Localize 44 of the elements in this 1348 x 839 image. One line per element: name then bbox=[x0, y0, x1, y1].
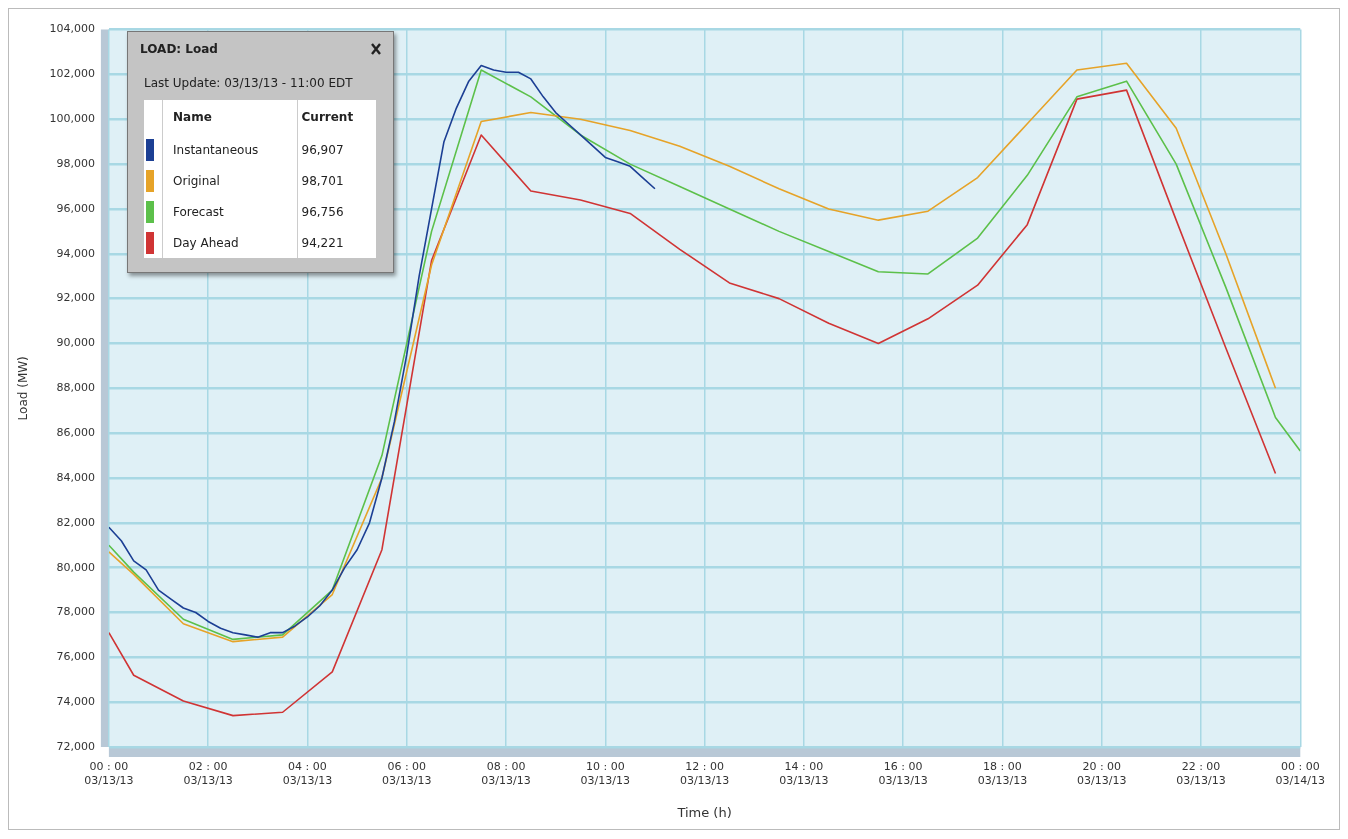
y-tick-label: 76,000 bbox=[56, 650, 95, 664]
x-tick-label: 10 : 00 03/13/13 bbox=[580, 760, 631, 787]
legend-label: Original bbox=[162, 165, 298, 196]
x-tick-label: 16 : 00 03/13/13 bbox=[878, 760, 928, 787]
y-tick-label: 96,000 bbox=[56, 201, 95, 215]
y-tick-label: 100,000 bbox=[49, 112, 95, 126]
y-tick-label: 104,000 bbox=[49, 22, 95, 36]
annotation: 96,907 bbox=[300, 141, 345, 159]
y-tick-label: 82,000 bbox=[56, 515, 95, 529]
legend-label: Forecast bbox=[162, 196, 298, 227]
y-tick-label: 80,000 bbox=[56, 560, 95, 574]
y-tick-label: 88,000 bbox=[56, 381, 95, 395]
annotation: Last Update: 03/13/13 - 11:00 EDT bbox=[143, 75, 354, 92]
x-axis-title: Time (h) bbox=[676, 804, 732, 820]
annotation: 98,701 bbox=[300, 172, 345, 190]
x-tick-label: 18 : 00 03/13/13 bbox=[977, 760, 1028, 787]
y-tick-label: 92,000 bbox=[56, 291, 95, 305]
legend-label: Day Ahead bbox=[162, 227, 298, 258]
y-tick-label: 94,000 bbox=[56, 246, 95, 260]
x-tick-label: 22 : 00 03/13/13 bbox=[1176, 760, 1226, 787]
y-tick-label: 74,000 bbox=[56, 695, 95, 709]
y-tick-label: 98,000 bbox=[56, 156, 95, 170]
y-tick-label: 78,000 bbox=[56, 605, 95, 619]
y-tick-label: 102,000 bbox=[49, 67, 95, 81]
x-tick-label: 00 : 00 03/14/13 bbox=[1275, 760, 1325, 787]
x-tick-label: 00 : 00 03/13/13 bbox=[84, 760, 134, 787]
x-tick-label: 20 : 00 03/13/13 bbox=[1077, 760, 1127, 787]
y-axis-title: Load (MW) bbox=[16, 356, 31, 421]
x-tick-label: 04 : 00 03/13/13 bbox=[282, 760, 333, 787]
annotation: Current bbox=[300, 109, 355, 126]
y-tick-label: 72,000 bbox=[56, 739, 95, 753]
x-tick-label: 02 : 00 03/13/13 bbox=[183, 760, 233, 787]
y-tick-label: 84,000 bbox=[56, 470, 95, 484]
annotation: 96,756 bbox=[300, 203, 345, 221]
x-tick-label: 12 : 00 03/13/13 bbox=[679, 760, 730, 787]
legend-title: LOAD: Load bbox=[140, 42, 218, 56]
x-tick-label: 06 : 00 03/13/13 bbox=[382, 760, 432, 787]
y-tick-label: 86,000 bbox=[56, 426, 95, 439]
annotation: 94,221 bbox=[300, 234, 345, 252]
legend-label: Instantaneous bbox=[162, 134, 298, 165]
x-tick-label: 08 : 00 03/13/13 bbox=[481, 760, 531, 787]
x-tick-label: 14 : 00 03/13/13 bbox=[779, 760, 829, 787]
annotation: Name bbox=[162, 100, 298, 134]
y-tick-label: 90,000 bbox=[56, 336, 95, 350]
